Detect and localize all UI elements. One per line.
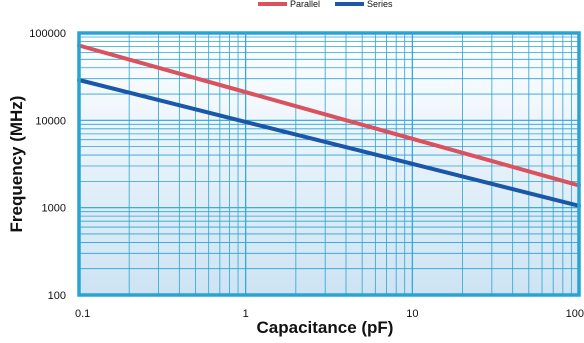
x-axis-title: Capacitance (pF) <box>257 318 394 337</box>
legend-label-parallel: Parallel <box>290 0 320 9</box>
x-axis-ticks: 0.1 1 10 100 <box>75 308 584 320</box>
y-tick-label: 10000 <box>35 115 66 127</box>
y-tick-label: 1000 <box>42 203 66 215</box>
x-tick-label: 10 <box>406 308 418 320</box>
y-axis-ticks: 100 1000 10000 100000 <box>29 28 66 302</box>
legend-item-parallel: Parallel <box>258 0 320 9</box>
x-tick-label: 0.1 <box>75 308 90 320</box>
series-line-series <box>77 78 581 208</box>
y-tick-label: 100000 <box>29 28 66 40</box>
plot-border <box>77 31 581 297</box>
series-line-parallel <box>77 43 581 188</box>
legend-label-series: Series <box>367 0 393 9</box>
y-axis-title: Frequency (MHz) <box>7 96 26 233</box>
legend: Parallel Series <box>258 0 393 9</box>
legend-item-series: Series <box>335 0 393 9</box>
x-tick-label: 100 <box>566 308 584 320</box>
y-tick-label: 100 <box>48 290 66 302</box>
series-layer <box>77 43 581 208</box>
x-tick-label: 1 <box>243 308 249 320</box>
